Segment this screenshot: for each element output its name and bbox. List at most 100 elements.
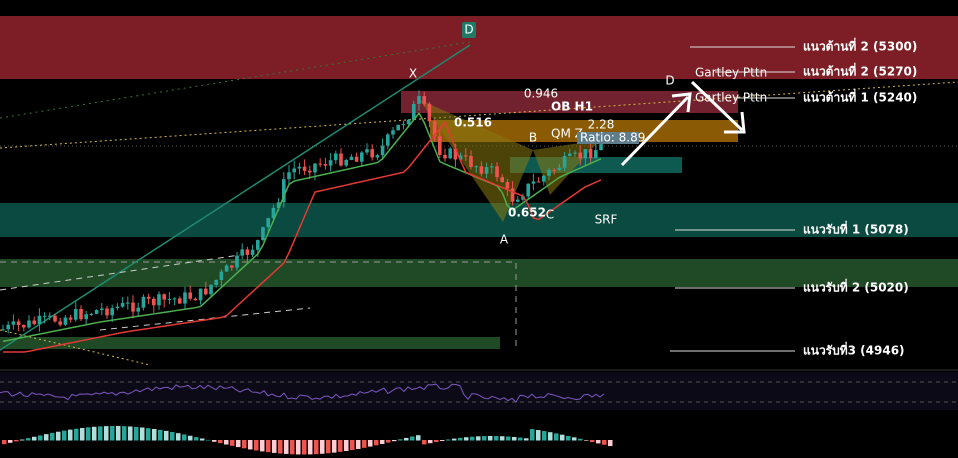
histogram-bar: [8, 440, 13, 443]
candle-body: [141, 296, 146, 308]
dashed-line: [99, 307, 311, 331]
candle-body: [68, 317, 73, 320]
candle-body: [100, 308, 104, 310]
candle-body: [188, 292, 192, 299]
candle-body: [235, 255, 239, 268]
candle-body: [105, 308, 109, 316]
candle-body: [568, 153, 572, 156]
candle-body: [360, 152, 364, 162]
histogram-bar: [116, 426, 121, 441]
histogram-bar: [200, 438, 205, 441]
support-zone-3: [0, 337, 500, 349]
histogram-bar: [338, 440, 343, 452]
candle-body: [500, 177, 504, 183]
ratio-label: 2.28: [588, 118, 615, 132]
candle-body: [365, 149, 369, 153]
candle-body: [204, 288, 208, 295]
candle-body: [375, 155, 380, 158]
histogram-bar: [524, 438, 529, 441]
candle-body: [302, 166, 307, 171]
histogram-bar: [416, 435, 421, 441]
histogram-bar: [176, 433, 181, 441]
point-label: D: [464, 23, 473, 37]
level-label: แนวรับที่ 1 (5078): [803, 221, 909, 237]
histogram-bar: [440, 440, 445, 441]
candle-body: [505, 182, 510, 189]
candle-body: [157, 294, 161, 306]
histogram-bar: [224, 440, 229, 445]
candle-body: [84, 314, 88, 320]
candle-body: [334, 153, 338, 161]
candle-body: [396, 124, 400, 131]
candle-body: [432, 121, 437, 137]
candle-body: [162, 294, 166, 300]
candle-body: [391, 130, 395, 135]
candle-body: [89, 313, 94, 315]
candle-body: [214, 279, 218, 285]
candle-body: [115, 306, 120, 309]
histogram-bar: [134, 426, 139, 441]
candle-body: [240, 249, 244, 256]
candle-body: [578, 152, 582, 159]
ratio-box-label: Ratio: 8.89: [580, 131, 645, 145]
demand-zone: [510, 157, 682, 173]
histogram-bar: [536, 430, 541, 441]
candle-body: [458, 155, 463, 160]
histogram-bar: [500, 436, 505, 441]
rsi-pane: [0, 372, 958, 410]
candle-body: [370, 149, 374, 158]
histogram-bar: [578, 438, 583, 441]
histogram-bar: [422, 440, 427, 445]
histogram-bar: [86, 427, 91, 441]
histogram-bar: [218, 440, 223, 444]
histogram-bar: [140, 427, 145, 441]
candle-body: [276, 202, 281, 208]
candle-body: [448, 148, 452, 159]
histogram-bar: [542, 431, 547, 441]
qm-label: QM Z: [551, 127, 583, 141]
candle-body: [438, 136, 442, 155]
candle-body: [110, 308, 114, 316]
histogram-bar: [32, 436, 37, 441]
d-badge: [462, 22, 476, 38]
dashed-box: [0, 261, 517, 348]
level-label: แนวรับที่ 2 (5020): [803, 279, 909, 295]
histogram-bar: [278, 440, 283, 454]
candle-body: [266, 218, 270, 228]
rsi-line: [0, 383, 605, 403]
moving-average: [3, 120, 602, 353]
candle-body: [490, 166, 494, 168]
title: OB H1: [551, 100, 593, 114]
candle-body: [209, 284, 213, 295]
histogram-bar: [530, 429, 535, 441]
pattern-bcd: [533, 140, 600, 195]
candle-body: [32, 320, 36, 325]
histogram-bar: [164, 430, 169, 441]
histogram-bar: [410, 436, 415, 441]
histogram-bar: [428, 440, 433, 444]
candle-body: [464, 155, 468, 157]
candle-body: [412, 103, 416, 120]
support-zone-1: [0, 203, 958, 237]
candle-body: [297, 166, 302, 169]
histogram-bar: [260, 440, 265, 452]
candle-body: [406, 119, 411, 125]
histogram-bar: [38, 435, 43, 441]
support-zone-2: [0, 259, 958, 287]
histogram-bar: [326, 440, 331, 454]
candle-body: [526, 183, 530, 197]
histogram-bar: [290, 440, 295, 455]
candle-body: [495, 166, 499, 178]
candle-body: [37, 315, 42, 325]
histogram-bar: [512, 436, 517, 441]
histogram-bar: [554, 433, 559, 441]
histogram-bar: [506, 436, 511, 441]
candle-body: [479, 166, 484, 174]
resistance-zone: [0, 16, 958, 79]
histogram-bar: [242, 440, 247, 449]
histogram-bar: [248, 440, 253, 450]
histogram-bar: [350, 440, 355, 451]
ratio-label: 0.946: [524, 87, 558, 101]
candle-body: [1, 329, 5, 331]
histogram-bar: [476, 436, 481, 441]
